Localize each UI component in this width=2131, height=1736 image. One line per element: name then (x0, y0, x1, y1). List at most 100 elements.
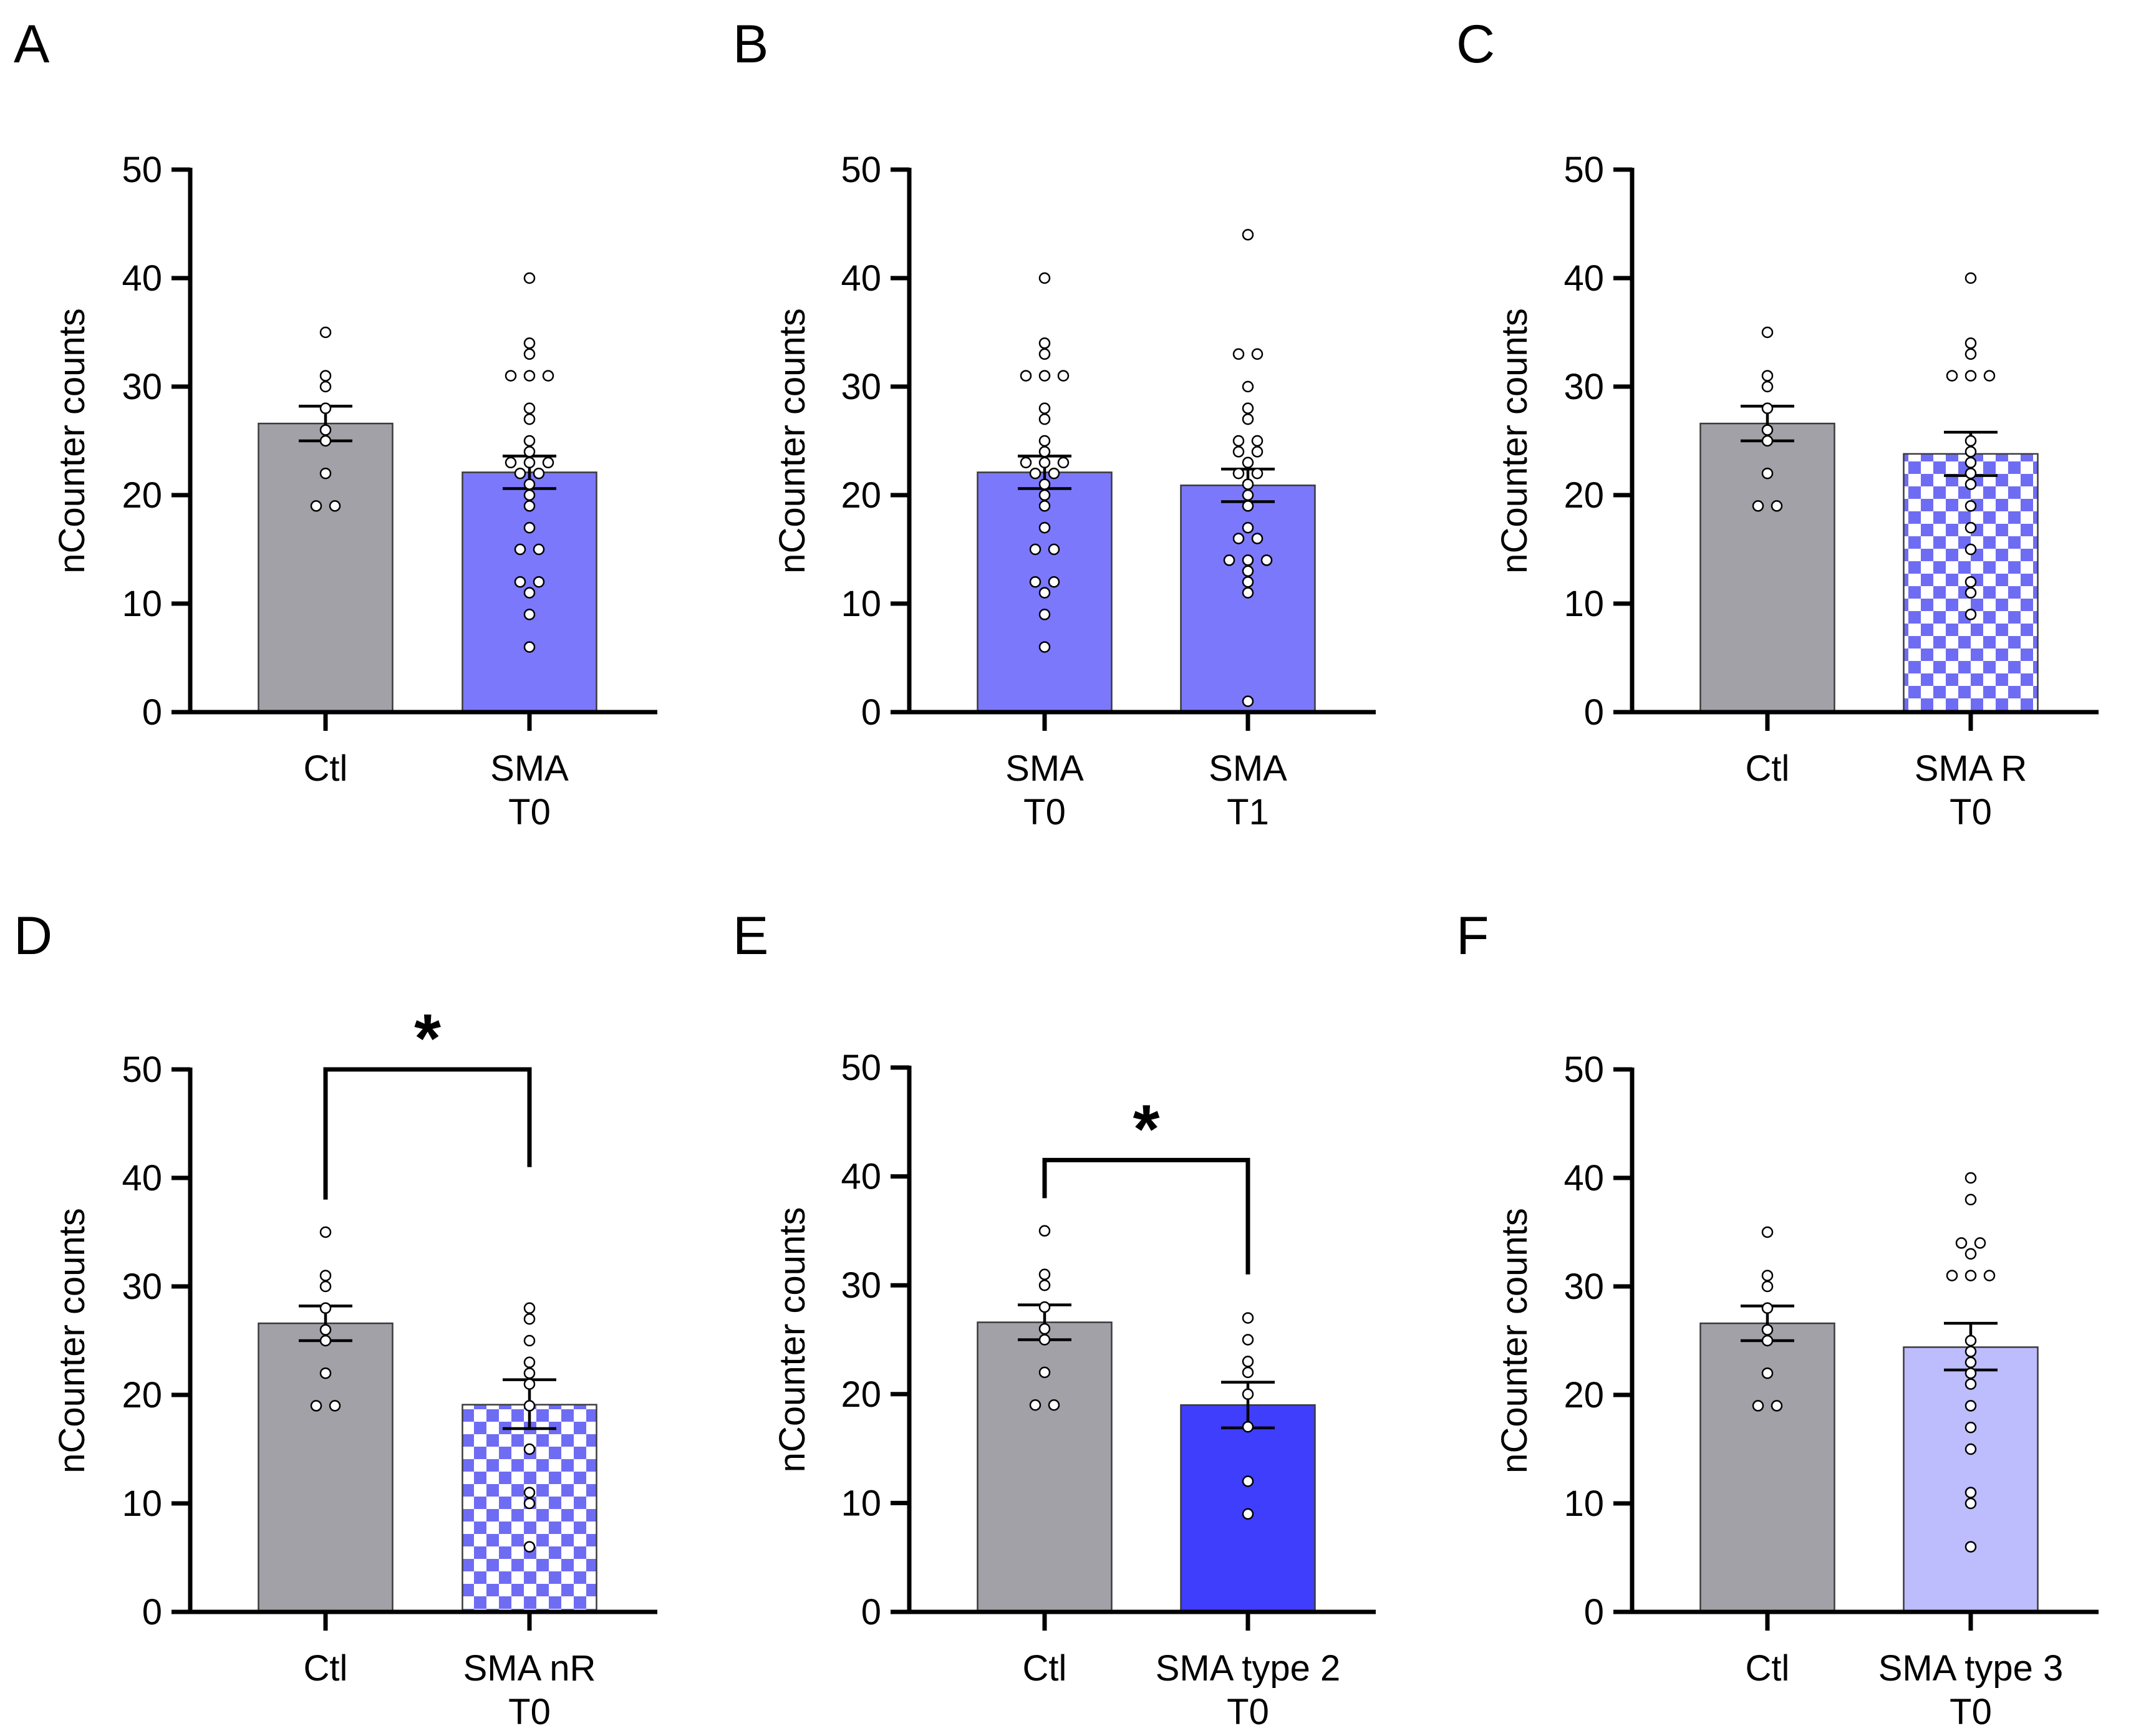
bar (977, 1321, 1113, 1613)
data-point (1223, 554, 1235, 566)
data-point (1029, 543, 1041, 556)
data-point (319, 1270, 332, 1281)
data-point (523, 272, 536, 284)
panel-e: E Ctl SMA type 2T0 0 10 20 30 40 50 nCounter cou… (733, 906, 1376, 1732)
data-point (1038, 1225, 1051, 1237)
data-point (1048, 467, 1060, 480)
data-point (1964, 543, 1977, 556)
data-point (1232, 533, 1245, 544)
data-point (1964, 272, 1977, 284)
data-point (319, 1367, 332, 1379)
y-tick-label: 30 (1563, 1266, 1604, 1307)
data-point (1242, 413, 1254, 425)
data-point (1038, 413, 1051, 425)
data-point (1038, 500, 1051, 512)
data-point (542, 370, 554, 382)
data-point (523, 1378, 536, 1390)
data-point (1761, 402, 1774, 415)
data-point (1761, 1270, 1774, 1281)
significance-bracket (1042, 1157, 1250, 1275)
category-label: Ctl (1746, 748, 1790, 789)
y-tick-label: 20 (122, 1375, 162, 1415)
category-label: SMA nR (463, 1648, 596, 1689)
data-point (1964, 1378, 1977, 1390)
data-point (523, 1443, 536, 1455)
data-point (523, 641, 536, 653)
category-label-line2: T0 (508, 792, 551, 832)
data-point (1242, 1334, 1254, 1346)
data-point (1964, 348, 1977, 360)
category-label: Ctl (304, 1648, 348, 1689)
data-point (523, 521, 536, 534)
category-label-line2: T0 (1227, 1692, 1269, 1732)
data-point (1752, 500, 1764, 512)
y-tick-label: 10 (841, 584, 881, 624)
data-point (1020, 456, 1032, 469)
data-point (1964, 456, 1977, 469)
category-label: Ctl (1746, 1648, 1790, 1689)
data-point (1761, 1302, 1774, 1314)
category-label: SMA (1209, 748, 1287, 789)
panel-label-e: E (733, 906, 768, 966)
data-point (1038, 337, 1051, 349)
data-point (1038, 609, 1051, 620)
data-point (1242, 587, 1254, 599)
data-point (1038, 1334, 1051, 1346)
data-point (1771, 1400, 1783, 1412)
data-point (319, 1324, 332, 1336)
data-point (1232, 348, 1245, 360)
data-point (514, 467, 526, 480)
y-axis-title: nCounter counts (1494, 1208, 1535, 1473)
data-point (1242, 695, 1254, 707)
data-point (533, 576, 545, 588)
data-point (1242, 402, 1254, 415)
data-point (1761, 424, 1774, 436)
y-tick-label: 30 (841, 1265, 881, 1306)
data-point (1038, 1268, 1051, 1280)
data-point (1964, 370, 1977, 382)
data-point (1761, 1367, 1774, 1379)
y-axis-title: nCounter counts (1494, 308, 1535, 574)
data-point (1242, 489, 1254, 501)
data-point (523, 413, 536, 425)
data-point (1242, 500, 1254, 512)
y-tick-label: 10 (1563, 1483, 1604, 1524)
panel-c: C Ctl SMA RT0 0 10 20 30 40 50 nCounter counts (1456, 14, 2099, 832)
y-tick-label: 20 (1563, 1375, 1604, 1415)
y-tick-label: 10 (1563, 584, 1604, 624)
data-point (533, 467, 545, 480)
data-point (1251, 348, 1264, 360)
data-point (310, 500, 322, 512)
data-point (1964, 1346, 1977, 1357)
y-tick-label: 40 (122, 258, 162, 299)
data-point (319, 1280, 332, 1293)
data-point (523, 456, 536, 469)
category-label-line2: T0 (1023, 792, 1066, 832)
y-axis-title: nCounter counts (52, 308, 92, 574)
data-point (1242, 1366, 1254, 1379)
panel-label-a: A (14, 14, 50, 74)
data-point (1761, 435, 1774, 447)
data-point (523, 1541, 536, 1553)
category-label: SMA type 2 (1156, 1648, 1341, 1689)
data-point (1251, 533, 1264, 544)
data-point (1964, 1421, 1977, 1434)
data-point (1964, 1172, 1977, 1184)
data-point (1038, 456, 1051, 469)
y-tick-label: 50 (841, 1048, 881, 1088)
significance-star: * (414, 1000, 441, 1077)
data-point (1232, 446, 1245, 458)
data-point (1964, 1443, 1977, 1455)
data-point (319, 380, 332, 393)
significance-bracket (323, 1067, 532, 1200)
data-point (1761, 1334, 1774, 1347)
data-point (1038, 1323, 1051, 1335)
data-point (1964, 1334, 1977, 1347)
data-point (1964, 1194, 1977, 1206)
data-point (1251, 435, 1264, 447)
y-tick-label: 20 (122, 475, 162, 516)
data-point (1761, 326, 1774, 339)
data-point (1029, 576, 1041, 588)
data-point (1964, 1497, 1977, 1510)
